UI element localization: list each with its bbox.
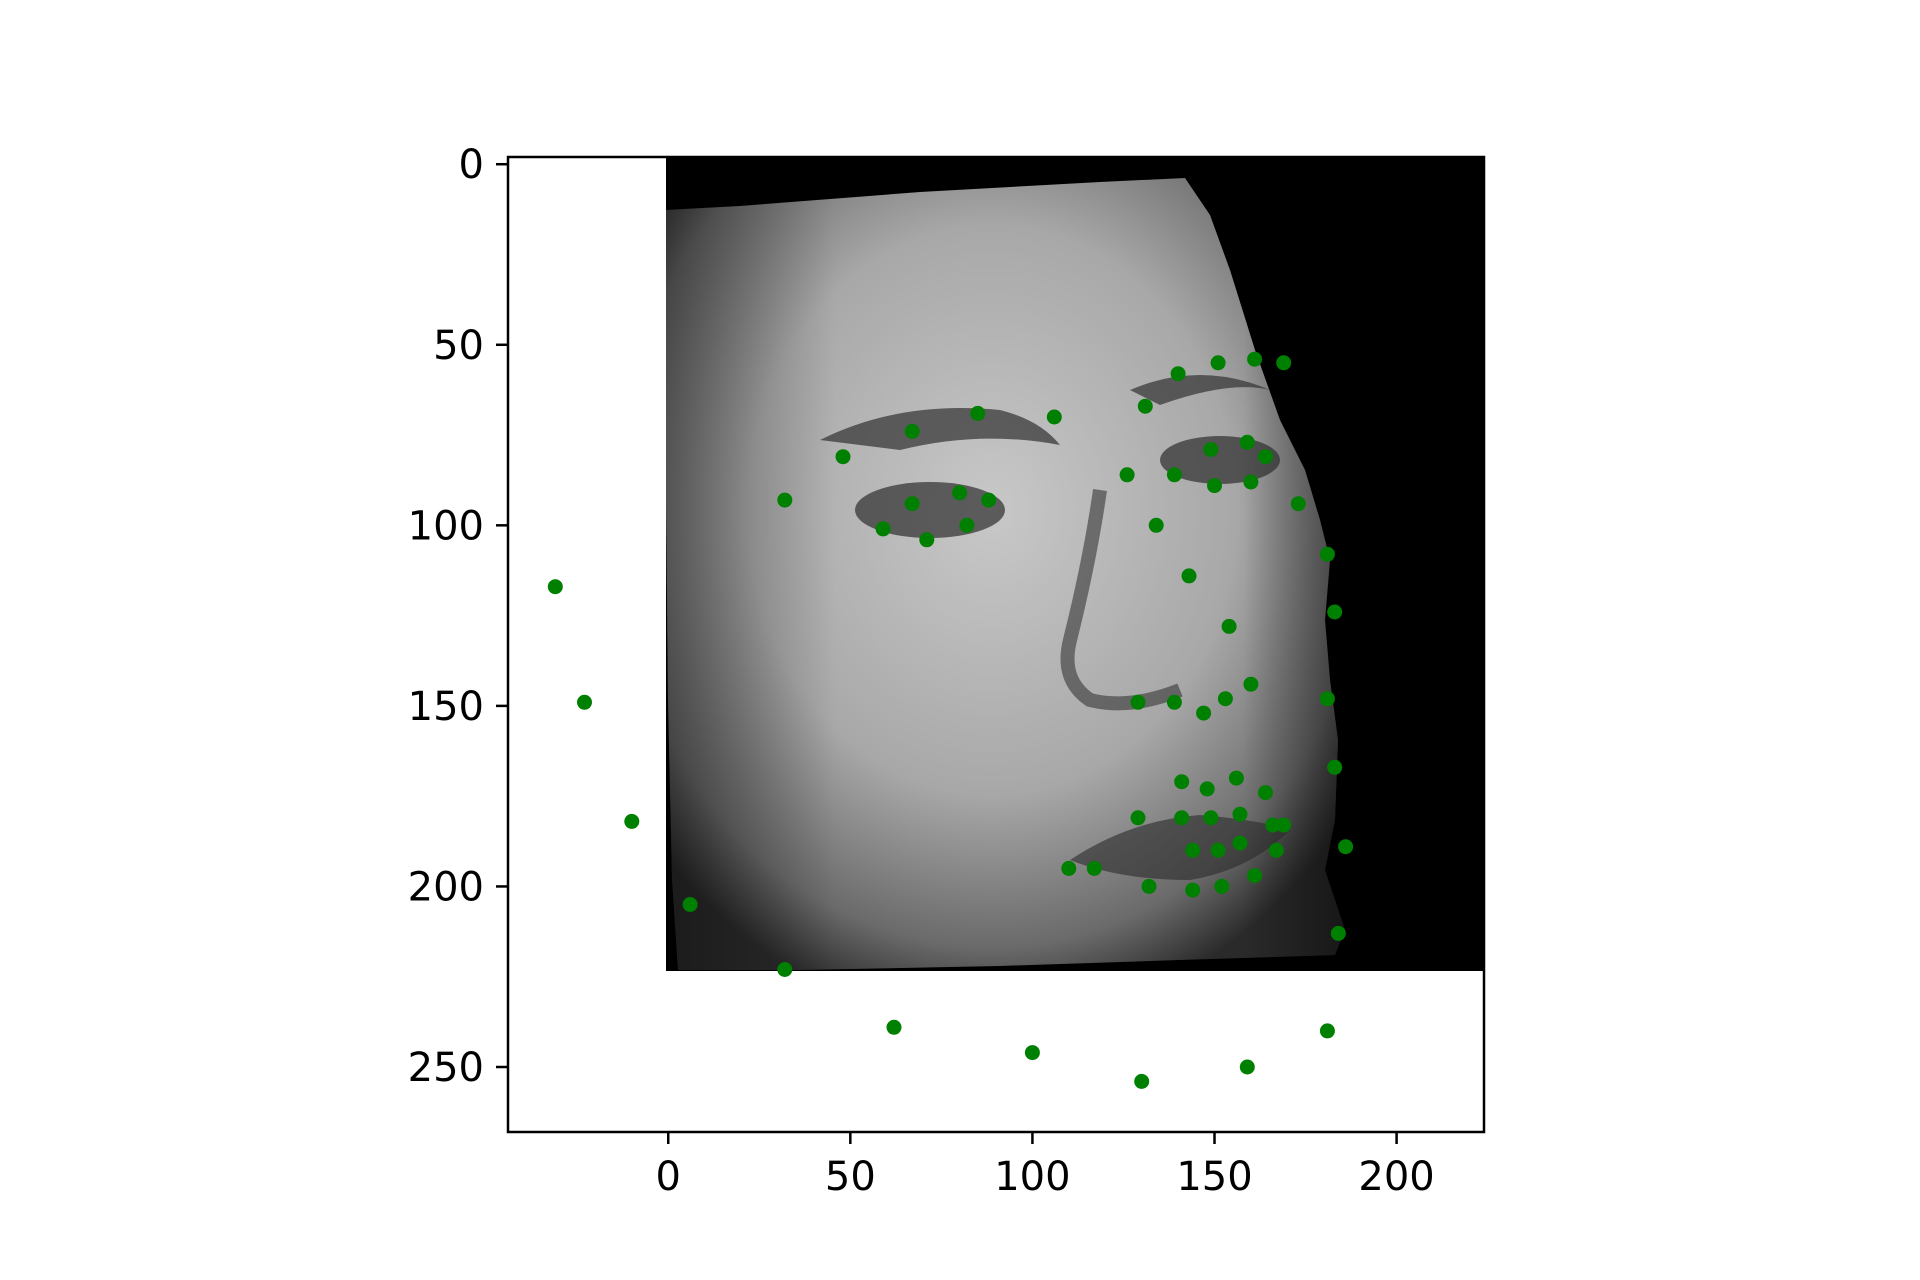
landmark-point xyxy=(1221,618,1237,634)
landmark-point xyxy=(1046,409,1062,425)
landmark-point xyxy=(1210,842,1226,858)
landmark-point xyxy=(1247,868,1263,884)
landmark-point xyxy=(1258,449,1273,465)
landmark-point xyxy=(777,962,793,977)
landmark-point xyxy=(1185,882,1201,898)
landmark-point xyxy=(1148,517,1164,533)
landmark-point xyxy=(904,423,920,439)
landmark-point xyxy=(1239,434,1255,450)
landmark-points xyxy=(547,351,1354,1089)
landmark-point xyxy=(1239,1059,1255,1075)
landmark-point xyxy=(1170,366,1186,382)
landmark-point xyxy=(1319,691,1335,707)
landmark-point xyxy=(970,405,986,421)
landmark-point xyxy=(547,579,563,595)
landmark-point xyxy=(1174,774,1190,790)
landmark-point xyxy=(1330,925,1346,941)
y-tick-label: 100 xyxy=(408,503,484,549)
landmark-point xyxy=(835,449,851,465)
landmark-point xyxy=(1217,691,1233,707)
mouth-shadow xyxy=(1070,815,1290,880)
y-tick-label: 250 xyxy=(408,1045,484,1091)
landmark-point xyxy=(1214,878,1230,894)
landmark-point xyxy=(919,532,935,548)
landmark-point xyxy=(1130,810,1146,826)
face-image xyxy=(666,157,1484,971)
landmark-point xyxy=(904,496,920,512)
landmark-point xyxy=(886,1019,902,1035)
landmark-point xyxy=(1327,759,1343,775)
landmark-point xyxy=(1181,568,1197,584)
landmark-point xyxy=(1290,496,1306,512)
landmark-point xyxy=(959,517,975,533)
landmark-point xyxy=(1086,860,1102,876)
landmark-point xyxy=(1141,878,1157,894)
landmark-point xyxy=(1185,842,1201,858)
landmark-point xyxy=(1338,839,1354,855)
right-brow-shadow xyxy=(1130,375,1270,405)
landmark-point xyxy=(1137,398,1153,414)
x-tick-label: 200 xyxy=(1358,1154,1434,1200)
x-tick-label: 0 xyxy=(656,1154,681,1200)
landmark-point xyxy=(952,485,968,501)
x-tick-label: 150 xyxy=(1176,1154,1252,1200)
left-brow-shadow xyxy=(820,408,1060,450)
landmark-point xyxy=(1243,676,1259,692)
landmark-point xyxy=(1247,351,1263,367)
x-tick-label: 50 xyxy=(825,1154,876,1200)
landmark-point xyxy=(577,694,592,710)
nose-shadow xyxy=(1060,489,1183,711)
landmark-point xyxy=(1174,810,1190,826)
y-axis: 0 50 100 150 200 250 xyxy=(408,142,508,1091)
landmark-point xyxy=(1232,835,1248,851)
landmark-point xyxy=(624,813,640,829)
landmark-point xyxy=(1061,860,1077,876)
landmark-point xyxy=(777,492,793,508)
landmark-point xyxy=(1276,817,1292,833)
y-tick-label: 200 xyxy=(408,864,484,910)
landmark-point xyxy=(1232,806,1248,822)
landmark-point xyxy=(1166,694,1182,710)
landmark-point xyxy=(1203,442,1219,457)
x-tick-label: 100 xyxy=(994,1154,1070,1200)
x-axis: 0 50 100 150 200 xyxy=(656,1132,1435,1200)
landmark-point xyxy=(1258,785,1273,801)
landmark-point xyxy=(1130,694,1146,710)
landmark-point xyxy=(1276,355,1292,371)
landmark-point xyxy=(1228,770,1244,786)
landmark-point xyxy=(875,521,891,537)
landmark-point xyxy=(1199,781,1215,797)
landmark-point xyxy=(1265,817,1281,833)
landmark-point xyxy=(1319,1023,1335,1039)
landmark-point xyxy=(1119,467,1135,483)
landmark-point xyxy=(1024,1045,1040,1061)
landmark-point xyxy=(1243,474,1259,490)
landmark-point xyxy=(981,492,997,508)
landmark-point xyxy=(1319,546,1335,562)
landmark-point xyxy=(1203,810,1219,826)
landmark-point xyxy=(682,897,698,912)
landmark-point xyxy=(1207,478,1222,494)
y-tick-label: 0 xyxy=(459,142,484,188)
landmark-point xyxy=(1196,705,1212,721)
landmark-point xyxy=(1134,1073,1150,1089)
landmark-point xyxy=(1210,355,1226,371)
plot-frame xyxy=(506,155,1486,1134)
y-tick-label: 150 xyxy=(408,684,484,730)
y-tick-label: 50 xyxy=(433,323,484,369)
landmark-point xyxy=(1268,842,1284,858)
landmark-point xyxy=(1327,604,1343,620)
landmark-point xyxy=(1166,467,1182,483)
